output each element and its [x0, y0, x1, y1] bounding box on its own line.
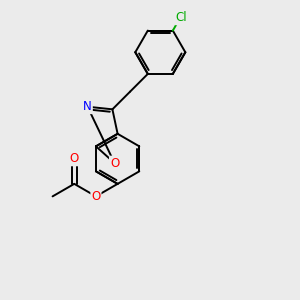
Text: O: O [70, 152, 79, 165]
Text: O: O [91, 190, 101, 203]
Text: Cl: Cl [176, 11, 188, 24]
Text: N: N [83, 100, 92, 113]
Text: O: O [110, 157, 119, 169]
